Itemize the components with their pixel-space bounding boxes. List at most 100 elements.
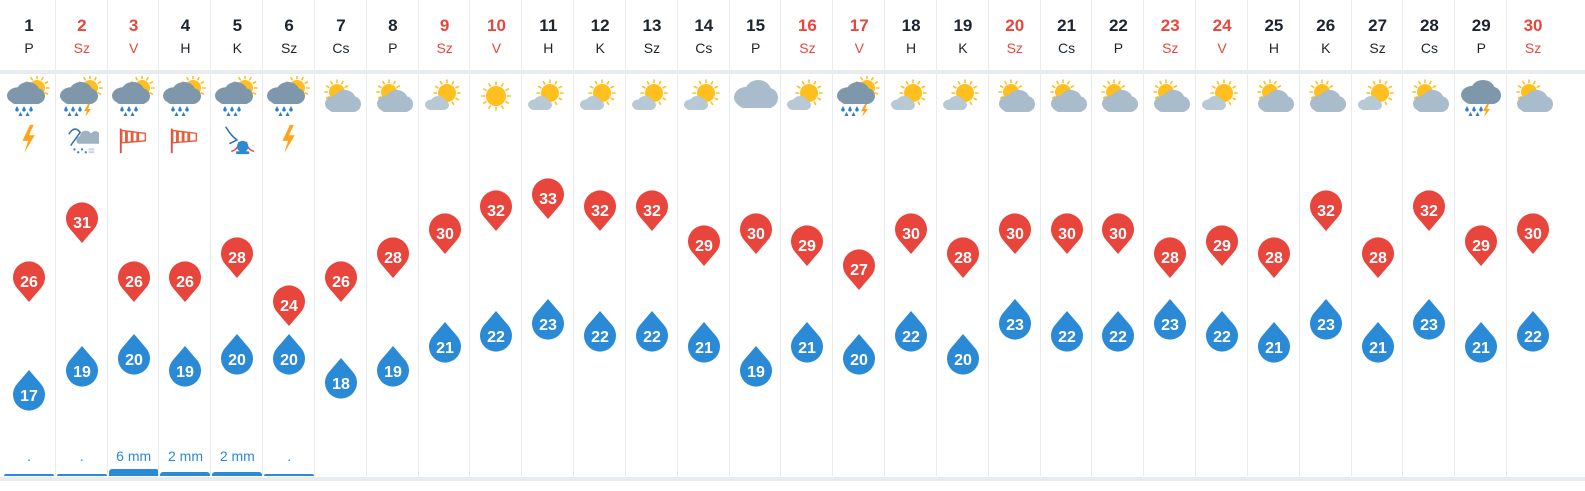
max-temp-pin: 28 bbox=[375, 235, 411, 279]
day-column[interactable]: 16 Sz 29 21 bbox=[780, 0, 832, 476]
max-temp-value: 30 bbox=[1524, 227, 1542, 244]
day-column[interactable]: 13 Sz 32 22 bbox=[624, 0, 677, 476]
max-temp-pin: 32 bbox=[478, 188, 514, 232]
partly-cloudy-icon bbox=[369, 76, 417, 116]
min-temp-drop: 20 bbox=[116, 332, 152, 376]
day-number: 7 bbox=[336, 16, 346, 35]
day-column[interactable]: 15 P 30 19 bbox=[728, 0, 781, 476]
day-header: 7 Cs bbox=[315, 16, 367, 56]
min-temp-value: 22 bbox=[1213, 329, 1231, 346]
day-column[interactable]: 18 H 30 22 bbox=[884, 0, 936, 476]
max-temp-value: 29 bbox=[1472, 239, 1490, 256]
max-temp-pin: 28 bbox=[1360, 235, 1396, 279]
min-temp-value: 22 bbox=[902, 329, 920, 346]
day-header: 3 V bbox=[108, 16, 160, 56]
day-number: 26 bbox=[1316, 16, 1336, 35]
day-header: 18 H bbox=[885, 16, 937, 56]
day-header: 5 K bbox=[211, 16, 263, 56]
day-column[interactable]: 24 V 29 22 bbox=[1195, 0, 1247, 476]
day-column[interactable]: 12 K 32 22 bbox=[573, 0, 625, 476]
day-column[interactable]: 7 Cs 26 18 bbox=[313, 0, 367, 476]
min-temp-value: 21 bbox=[436, 341, 454, 358]
max-temp-value: 33 bbox=[539, 191, 557, 208]
day-column[interactable]: 3 V 26 20 6 mm bbox=[106, 0, 160, 476]
min-temp-value: 19 bbox=[384, 364, 402, 381]
min-temp-value: 21 bbox=[799, 341, 817, 358]
max-temp-value: 30 bbox=[902, 227, 920, 244]
day-column[interactable]: 10 V 32 22 bbox=[469, 0, 521, 476]
min-temp-value: 22 bbox=[1110, 329, 1128, 346]
max-temp-pin: 24 bbox=[271, 283, 307, 327]
day-name: Sz bbox=[643, 40, 661, 56]
min-temp-drop: 23 bbox=[1411, 297, 1447, 341]
day-column[interactable]: 19 K 28 20 bbox=[935, 0, 988, 476]
precipitation-amount: . bbox=[27, 448, 31, 464]
day-column[interactable]: 5 K 28 20 2 mm bbox=[210, 0, 263, 476]
mostly-sunny-icon bbox=[1354, 76, 1402, 116]
max-temp-value: 28 bbox=[228, 250, 246, 267]
min-temp-drop: 23 bbox=[1152, 297, 1188, 341]
max-temp-value: 32 bbox=[591, 203, 609, 220]
min-temp-value: 21 bbox=[1265, 341, 1283, 358]
max-temp-pin: 29 bbox=[686, 223, 722, 267]
day-column[interactable]: 29 P 29 21 bbox=[1454, 0, 1506, 476]
max-temp-value: 29 bbox=[695, 239, 713, 256]
max-temp-pin: 30 bbox=[893, 211, 929, 255]
day-header: 26 K bbox=[1300, 16, 1352, 56]
day-name: H bbox=[906, 40, 917, 56]
day-column[interactable]: 25 H 28 21 bbox=[1246, 0, 1299, 476]
min-temp-value: 23 bbox=[1421, 317, 1439, 334]
day-number: 14 bbox=[694, 16, 714, 35]
min-temp-drop: 19 bbox=[738, 344, 774, 388]
day-column[interactable]: 2 Sz 31 19. bbox=[54, 0, 107, 476]
day-column[interactable]: 9 Sz 30 21 bbox=[417, 0, 470, 476]
day-column[interactable]: 23 Sz 28 23 bbox=[1143, 0, 1195, 476]
day-column[interactable]: 27 Sz 28 21 bbox=[1350, 0, 1403, 476]
day-number: 4 bbox=[180, 16, 191, 35]
day-name: Cs bbox=[695, 40, 713, 56]
day-header: 28 Cs bbox=[1403, 16, 1455, 56]
day-column[interactable]: 4 H 26 19 2 mm bbox=[158, 0, 211, 476]
day-column[interactable]: 20 Sz 30 23 bbox=[987, 0, 1040, 476]
day-column[interactable]: 8 P 28 19 bbox=[365, 0, 418, 476]
min-temp-value: 17 bbox=[20, 388, 38, 405]
day-number: 19 bbox=[953, 16, 973, 35]
day-number: 22 bbox=[1108, 16, 1128, 35]
min-temp-value: 22 bbox=[643, 329, 661, 346]
header-divider bbox=[0, 70, 1585, 74]
max-temp-pin: 28 bbox=[1256, 235, 1292, 279]
max-temp-pin: 29 bbox=[1463, 223, 1499, 267]
day-name: P bbox=[24, 40, 34, 56]
day-column[interactable]: 17 V 27 20 bbox=[832, 0, 884, 476]
min-temp-drop: 22 bbox=[634, 309, 670, 353]
day-column[interactable]: 28 Cs 32 23 bbox=[1402, 0, 1454, 476]
day-number: 11 bbox=[539, 16, 558, 35]
windsock-icon bbox=[168, 122, 202, 156]
day-number: 27 bbox=[1368, 16, 1388, 35]
min-temp-drop: 22 bbox=[582, 309, 618, 353]
min-temp-value: 23 bbox=[1006, 317, 1024, 334]
day-column[interactable]: 22 P 30 22 bbox=[1091, 0, 1143, 476]
max-temp-value: 28 bbox=[1369, 250, 1387, 267]
day-column[interactable]: 30 Sz 30 22 bbox=[1506, 0, 1558, 476]
day-column[interactable]: 6 Sz 24 20. bbox=[262, 0, 315, 476]
rain-sun-icon bbox=[5, 75, 53, 118]
partly-cloudy-icon bbox=[1146, 76, 1194, 116]
min-temp-value: 20 bbox=[280, 353, 298, 370]
day-name: Sz bbox=[799, 40, 816, 56]
partly-cloudy-icon bbox=[317, 76, 365, 116]
day-number: 10 bbox=[487, 16, 506, 35]
min-temp-drop: 21 bbox=[427, 320, 463, 364]
day-header: 29 P bbox=[1455, 16, 1507, 56]
max-temp-value: 32 bbox=[488, 203, 506, 220]
mostly-sunny-icon bbox=[887, 76, 935, 116]
max-temp-value: 24 bbox=[280, 298, 298, 315]
rain-sun-icon bbox=[213, 75, 261, 118]
day-column[interactable]: 21 Cs 30 22 bbox=[1039, 0, 1092, 476]
day-column[interactable]: 1 P 26 17. bbox=[3, 0, 55, 476]
max-temp-pin: 26 bbox=[167, 259, 203, 303]
day-column[interactable]: 26 K 32 23 bbox=[1298, 0, 1352, 476]
day-column[interactable]: 14 Cs 29 21 bbox=[676, 0, 729, 476]
day-column[interactable]: 11 H 33 23 bbox=[521, 0, 573, 476]
min-temp-value: 18 bbox=[332, 376, 350, 393]
